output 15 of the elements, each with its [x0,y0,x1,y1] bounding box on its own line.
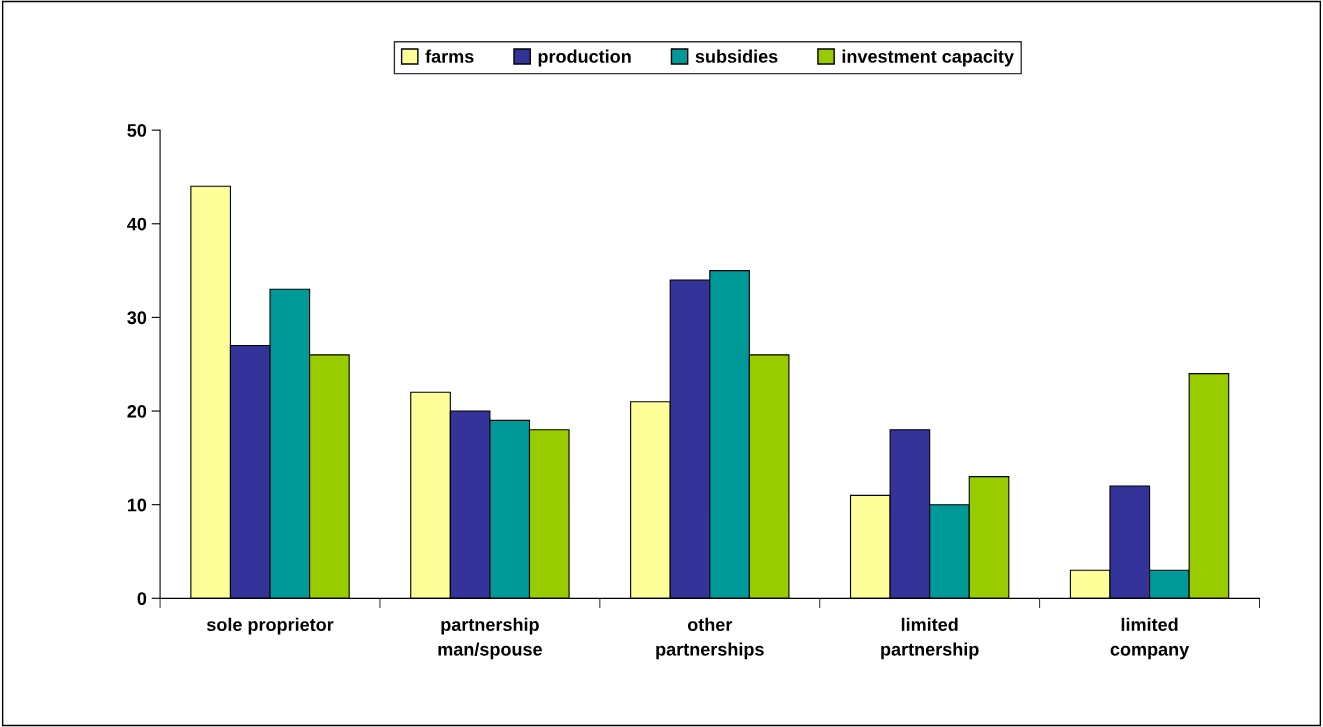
y-tick-label: 20 [127,404,147,418]
y-tick-label: 0 [137,592,147,606]
y-tick-label: 10 [127,498,147,512]
legend-label: subsidies [695,49,778,63]
y-tick-label: 40 [127,217,147,231]
x-tick-label: limited company [1110,617,1190,660]
x-tick-label: partnership man/spouse [438,617,542,660]
x-tick-label: limited partnership [881,617,979,660]
y-tick-label: 50 [127,124,147,137]
x-tick-label: sole proprietor [206,617,334,635]
legend-label: farms [425,49,474,63]
legend-label: production [538,49,631,67]
x-tick-label: other partnerships [656,617,764,660]
legend-label: investment capacity [842,49,1014,67]
y-tick-label: 30 [127,311,147,325]
